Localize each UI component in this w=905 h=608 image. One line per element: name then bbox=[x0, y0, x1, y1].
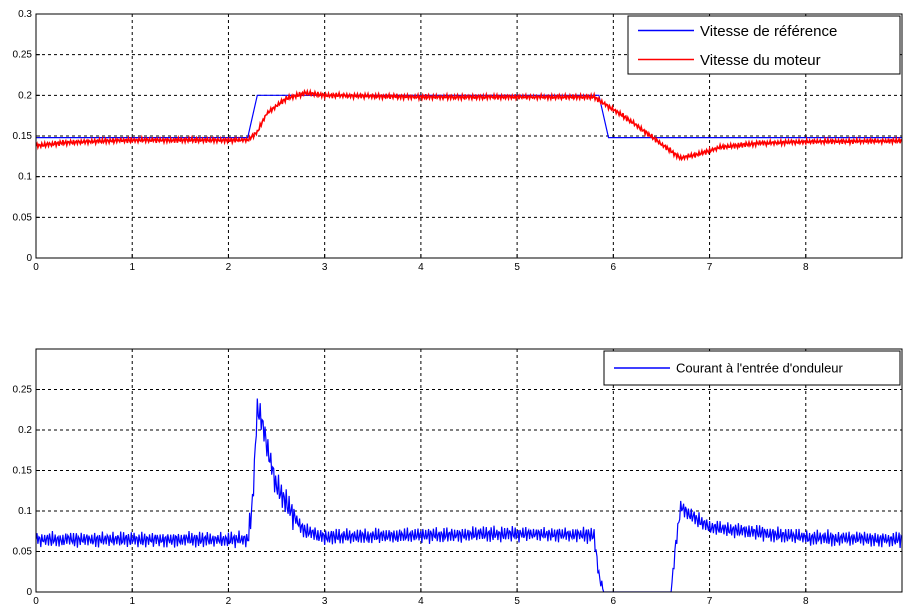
x-tick-label: 3 bbox=[322, 262, 328, 273]
y-tick-label: 0.15 bbox=[13, 131, 33, 142]
legend: Courant à l'entrée d'onduleur bbox=[603, 350, 901, 386]
x-tick-label: 2 bbox=[226, 262, 232, 273]
y-tick-label: 0.15 bbox=[13, 466, 33, 477]
legend-box bbox=[627, 15, 901, 75]
y-tick-label: 0.3 bbox=[18, 9, 32, 20]
x-tick-label: 8 bbox=[803, 262, 809, 273]
x-tick-label: 0 bbox=[33, 596, 39, 607]
y-tick-label: 0.25 bbox=[13, 50, 33, 61]
axes-box bbox=[35, 13, 903, 259]
y-tick-label: 0.1 bbox=[18, 506, 32, 517]
legend-label: Vitesse du moteur bbox=[700, 52, 821, 69]
grid bbox=[35, 349, 902, 593]
x-tick-label: 1 bbox=[129, 596, 135, 607]
legend-label: Vitesse de référence bbox=[700, 23, 837, 40]
x-tick-label: 7 bbox=[707, 262, 713, 273]
y-tick-label: 0.2 bbox=[18, 90, 32, 101]
axes-box bbox=[35, 348, 903, 593]
chart-1: 0 1 2 3 4 5 6 7 8 0 0.05 0.1 0.15 0.2 0.25 0.3 Vitesse d… bbox=[13, 9, 903, 273]
x-tick-label: 5 bbox=[514, 596, 520, 607]
legend-label: Courant à l'entrée d'onduleur bbox=[676, 361, 844, 376]
y-tick-label: 0 bbox=[26, 253, 32, 264]
x-tick-label: 8 bbox=[803, 596, 809, 607]
x-tick-label: 6 bbox=[611, 596, 617, 607]
y-tick-label: 0 bbox=[26, 587, 32, 598]
x-tick-label: 1 bbox=[129, 262, 135, 273]
x-tick-label: 3 bbox=[322, 596, 328, 607]
x-tick-label: 4 bbox=[418, 262, 424, 273]
x-tick-label: 0 bbox=[33, 262, 39, 273]
y-tick-label: 0.1 bbox=[18, 172, 32, 183]
y-tick-label: 0.05 bbox=[13, 547, 33, 558]
x-tick-label: 2 bbox=[226, 596, 232, 607]
legend: Vitesse de référence Vitesse du moteur bbox=[627, 15, 901, 75]
series-line-1 bbox=[36, 398, 902, 592]
y-tick-label: 0.05 bbox=[13, 212, 33, 223]
x-tick-label: 7 bbox=[707, 596, 713, 607]
x-tick-label: 6 bbox=[611, 262, 617, 273]
chart-2: 0 1 2 3 4 5 6 7 8 0 0.05 0.1 0.15 0.2 0.25 Courant à l'… bbox=[13, 348, 903, 607]
series-line-2 bbox=[36, 88, 902, 162]
y-tick-label: 0.2 bbox=[18, 425, 32, 436]
y-tick-label: 0.25 bbox=[13, 385, 33, 396]
x-tick-label: 5 bbox=[514, 262, 520, 273]
x-tick-label: 4 bbox=[418, 596, 424, 607]
